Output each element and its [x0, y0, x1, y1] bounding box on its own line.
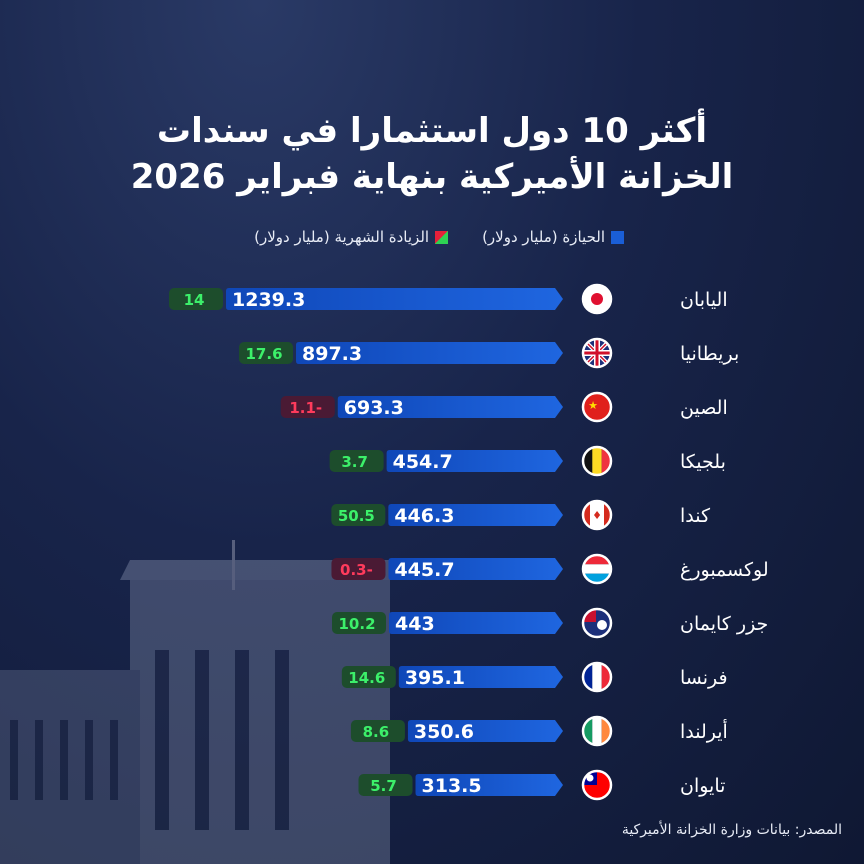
japan-flag-icon	[583, 285, 611, 313]
country-label: أيرلندا	[680, 719, 728, 743]
chart-title: أكثر 10 دول استثمارا في سندات الخزانة ال…	[0, 108, 864, 200]
holding-value-label: 693.3	[344, 397, 404, 419]
legend-label: الزيادة الشهرية (مليار دولار)	[254, 228, 430, 246]
change-value-label: 3.7	[341, 453, 368, 471]
title-line-2: الخزانة الأميركية بنهاية فبراير 2026	[130, 157, 734, 197]
svg-text:♦: ♦	[592, 509, 602, 522]
flag-ring	[581, 499, 613, 531]
change-value-label: 8.6	[363, 723, 390, 741]
holding-bar	[296, 342, 563, 364]
legend-item-holdings: الحيازة (مليار دولار)	[482, 228, 624, 246]
flag-ring	[581, 715, 613, 747]
flag-ring	[581, 283, 613, 315]
legend-swatch-red-green	[435, 230, 449, 244]
bar-row: 693.3 1.1- ★ الصين	[280, 391, 728, 423]
country-label: تايوان	[680, 775, 725, 797]
holding-value-label: 454.7	[393, 451, 453, 473]
luxembourg-flag-icon	[583, 555, 611, 583]
change-pill	[332, 612, 387, 634]
bar-row: 1239.3 14 اليابان	[169, 283, 728, 315]
holding-value-label: 1239.3	[232, 289, 305, 311]
change-pill	[169, 288, 223, 310]
holding-bar	[415, 774, 563, 796]
change-value-label: 5.7	[370, 777, 397, 795]
legend-label: الحيازة (مليار دولار)	[482, 228, 605, 246]
holding-bar	[389, 612, 563, 634]
country-label: فرنسا	[680, 667, 728, 689]
holding-value-label: 445.7	[394, 559, 454, 581]
holding-value-label: 897.3	[302, 343, 362, 365]
holding-bar	[388, 504, 563, 526]
title-line-1: أكثر 10 دول استثمارا في سندات	[156, 111, 708, 151]
holding-bar	[388, 558, 563, 580]
change-pill	[350, 720, 405, 742]
change-pill	[239, 342, 294, 364]
change-pill	[331, 558, 386, 580]
change-pill	[358, 774, 413, 796]
legend-swatch-blue	[611, 230, 624, 244]
country-label: لوكسمبورغ	[680, 559, 769, 581]
flag-ring	[581, 607, 613, 639]
flag-ring	[581, 337, 613, 369]
flag-ring	[581, 553, 613, 585]
bar-row: 445.7 0.3- لوكسمبورغ	[331, 553, 769, 585]
country-label: جزر كايمان	[680, 613, 768, 635]
bar-row: 395.1 14.6 فرنسا	[341, 661, 728, 693]
holding-bar	[407, 720, 563, 742]
country-label: الصين	[680, 397, 728, 419]
svg-text:★: ★	[588, 399, 598, 412]
france-flag-icon	[583, 663, 611, 691]
change-value-label: 14	[184, 291, 205, 309]
bar-row: 443 10.2 جزر كايمان	[332, 607, 768, 639]
holding-bar	[337, 396, 563, 418]
flag-ring	[581, 391, 613, 423]
bar-row: 350.6 8.6 أيرلندا	[350, 715, 728, 747]
country-label: بلجيكا	[680, 451, 726, 473]
source-note: المصدر: بيانات وزارة الخزانة الأميركية	[621, 822, 842, 838]
bar-row: 897.3 17.6 بريطانيا	[239, 337, 739, 369]
change-value-label: 50.5	[338, 507, 375, 525]
change-value-label: 17.6	[246, 345, 283, 363]
uk-flag-icon	[583, 339, 611, 367]
change-value-label: 10.2	[339, 615, 376, 633]
holding-value-label: 313.5	[422, 775, 482, 797]
bar-row: 446.3 50.5 ♦ كندا	[331, 499, 711, 531]
country-label: بريطانيا	[680, 343, 739, 365]
flag-ring	[581, 661, 613, 693]
holding-bar	[386, 450, 563, 472]
flag-ring	[581, 769, 613, 801]
flag-ring	[581, 445, 613, 477]
change-pill	[280, 396, 335, 418]
change-value-label: 14.6	[348, 669, 385, 687]
change-pill	[331, 504, 386, 526]
holding-value-label: 443	[395, 613, 435, 635]
belgium-flag-icon	[583, 447, 611, 475]
cayman-islands-flag-icon	[583, 609, 611, 637]
bar-row: 313.5 5.7 تايوان	[358, 769, 725, 801]
change-value-label: 1.1-	[289, 399, 322, 417]
change-pill	[341, 666, 396, 688]
holding-value-label: 446.3	[394, 505, 454, 527]
holding-bar	[398, 666, 563, 688]
holding-value-label: 350.6	[414, 721, 474, 743]
holding-value-label: 395.1	[405, 667, 465, 689]
country-label: كندا	[680, 505, 711, 527]
holding-bar	[226, 288, 563, 310]
ireland-flag-icon	[583, 717, 611, 745]
china-flag-icon: ★	[583, 393, 611, 421]
change-pill	[329, 450, 384, 472]
legend-item-monthly-change: الزيادة الشهرية (مليار دولار)	[254, 228, 449, 246]
legend: الحيازة (مليار دولار) الزيادة الشهرية (م…	[254, 228, 624, 246]
country-label: اليابان	[680, 289, 728, 311]
bar-row: 454.7 3.7 بلجيكا	[329, 445, 726, 477]
change-value-label: 0.3-	[340, 561, 373, 579]
